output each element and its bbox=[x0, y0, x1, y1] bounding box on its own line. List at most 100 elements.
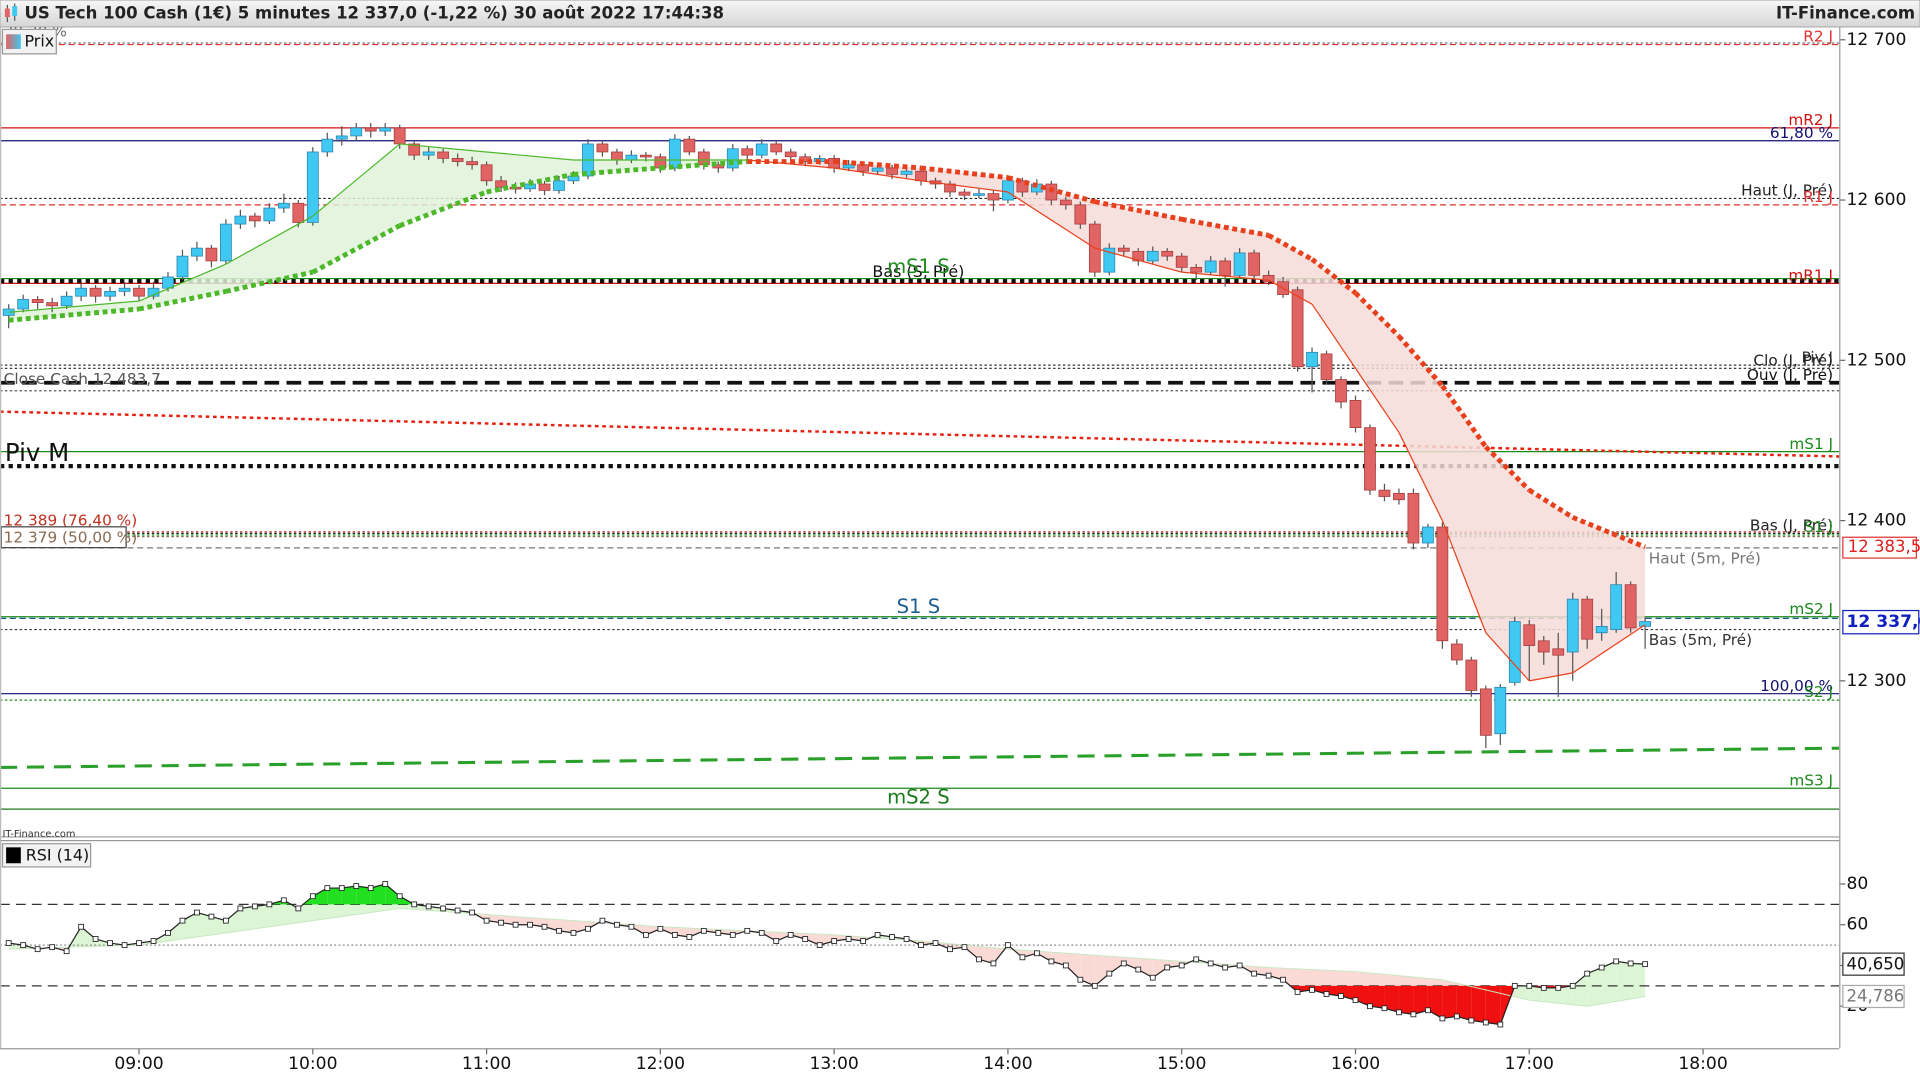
rsi-cloud bbox=[211, 916, 226, 935]
rsi-point bbox=[657, 925, 664, 932]
candle-body bbox=[191, 247, 203, 257]
y-tick-label: 12 700 bbox=[1847, 30, 1907, 50]
rsi-point bbox=[252, 903, 258, 910]
rsi-point bbox=[382, 881, 389, 887]
rsi-point bbox=[1425, 1007, 1431, 1014]
candle-body bbox=[205, 247, 218, 262]
candle-body bbox=[1552, 648, 1565, 656]
candle-body bbox=[958, 191, 971, 196]
rsi-cloud bbox=[167, 920, 183, 942]
rsi-point bbox=[1338, 993, 1344, 999]
candle-body bbox=[1393, 492, 1405, 501]
rsi-cloud bbox=[978, 946, 994, 964]
rsi-point bbox=[150, 938, 157, 944]
rsi-point bbox=[5, 940, 12, 946]
candle-body bbox=[89, 287, 102, 297]
title: US Tech 100 Cash (1€) 5 minutes 12 337,0… bbox=[24, 4, 724, 23]
candle-body bbox=[263, 207, 276, 222]
candle-body bbox=[640, 154, 652, 158]
slow-ma bbox=[486, 171, 574, 195]
rsi-point bbox=[614, 921, 620, 928]
y-tick-label: 80 bbox=[1847, 874, 1869, 894]
watermark: IT-Finance.com bbox=[2, 829, 75, 840]
fast-ma bbox=[1181, 271, 1269, 281]
rsi-point bbox=[469, 909, 475, 916]
rsi-cloud bbox=[269, 900, 284, 927]
slow-ma bbox=[1094, 199, 1183, 222]
candle-body bbox=[379, 127, 392, 132]
rsi-cloud bbox=[1572, 973, 1588, 1007]
x-tick-label: 09:00 bbox=[114, 1054, 163, 1074]
fast-ma bbox=[1572, 624, 1646, 674]
rsi-point bbox=[78, 923, 84, 930]
trendline bbox=[0, 746, 1840, 769]
candle-body bbox=[1074, 204, 1087, 225]
rsi-extreme bbox=[1384, 985, 1399, 1013]
rsi-extreme bbox=[356, 886, 371, 905]
x-tick-label: 16:00 bbox=[1331, 1054, 1380, 1074]
title-icon bbox=[4, 3, 18, 23]
rsi-point bbox=[643, 932, 649, 938]
rsi-point bbox=[1584, 970, 1591, 977]
rsi-point bbox=[194, 909, 200, 916]
slow-ma bbox=[1571, 515, 1647, 550]
rsi-cloud bbox=[558, 919, 574, 933]
rsi-point bbox=[483, 917, 490, 924]
last-price-label: 12 337,0 bbox=[1847, 612, 1920, 632]
candle-body bbox=[668, 138, 681, 169]
rsi-point bbox=[1207, 960, 1214, 967]
rsi-point bbox=[1497, 1021, 1504, 1028]
candle-body bbox=[1175, 255, 1188, 268]
fast-ma bbox=[1094, 247, 1182, 273]
y-tick-label: 12 400 bbox=[1847, 511, 1907, 531]
rsi-point bbox=[889, 934, 895, 940]
slow-ma bbox=[225, 269, 314, 294]
rsi-point bbox=[990, 960, 997, 967]
ma-cloud bbox=[1007, 177, 1095, 249]
ma-cloud bbox=[747, 159, 835, 168]
rsi-extreme bbox=[1471, 985, 1486, 1023]
rsi-point bbox=[874, 932, 881, 938]
x-tick-label: 11:00 bbox=[462, 1054, 511, 1074]
rsi-point bbox=[92, 936, 99, 942]
rsi-extreme bbox=[341, 886, 357, 905]
candle-body bbox=[1364, 427, 1376, 491]
level-label: Ouv (J, Pré) bbox=[1747, 366, 1833, 384]
rsi-cloud bbox=[254, 904, 270, 929]
rsi-point bbox=[976, 956, 982, 963]
rsi-point bbox=[208, 913, 215, 920]
rsi-point bbox=[787, 932, 794, 938]
rsi-point bbox=[1323, 991, 1330, 997]
candle-body bbox=[249, 215, 261, 222]
level-label: R1 J bbox=[1803, 188, 1833, 206]
candle-body bbox=[176, 255, 189, 278]
candle-body bbox=[784, 151, 797, 158]
y-tick-label: 12 600 bbox=[1847, 190, 1907, 210]
slow-ma bbox=[1440, 384, 1488, 449]
candle-body bbox=[17, 299, 30, 310]
rsi-point bbox=[411, 901, 418, 908]
rsi-point bbox=[773, 938, 780, 944]
rsi-point bbox=[280, 897, 287, 904]
rsi-point bbox=[1265, 972, 1272, 979]
title-bar bbox=[0, 0, 1920, 28]
candle-body bbox=[46, 302, 59, 307]
rsi-point bbox=[121, 942, 128, 948]
rsi-point bbox=[1034, 950, 1040, 957]
rsi-point bbox=[570, 930, 577, 936]
rsi-cloud bbox=[776, 932, 791, 942]
fast-ma bbox=[138, 263, 227, 302]
x-tick-label: 12:00 bbox=[636, 1054, 685, 1074]
rsi-point bbox=[353, 883, 360, 889]
candle-body bbox=[886, 167, 898, 175]
level-label: Piv J bbox=[1801, 348, 1833, 366]
candle-body bbox=[596, 143, 609, 153]
rsi-point bbox=[34, 946, 41, 953]
rsi-cloud bbox=[1094, 955, 1110, 986]
rsi-cloud bbox=[819, 934, 835, 946]
candle-body bbox=[1204, 260, 1217, 273]
rsi-cloud bbox=[1543, 987, 1559, 1004]
rsi-point bbox=[223, 917, 229, 924]
x-tick-label: 17:00 bbox=[1505, 1054, 1554, 1074]
rsi-point bbox=[324, 885, 331, 891]
